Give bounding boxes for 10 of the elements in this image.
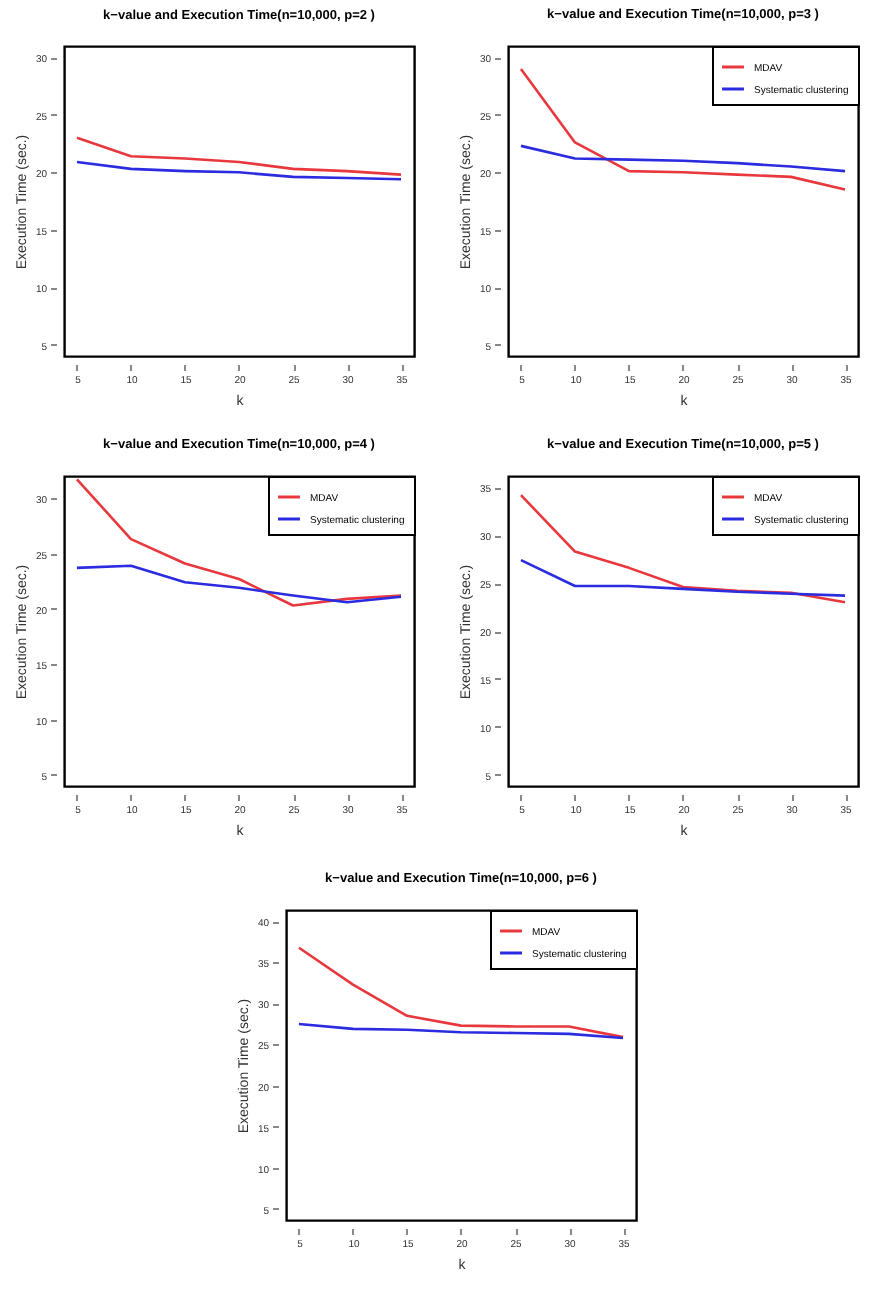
- line-series: [519, 144, 847, 173]
- line-series: [75, 160, 403, 181]
- line-series: [75, 564, 403, 604]
- line-series: [519, 558, 847, 597]
- line-series: [297, 1022, 625, 1040]
- line-series: [519, 67, 847, 191]
- line-series: [75, 136, 403, 176]
- line-series: [297, 946, 625, 1039]
- line-series: [519, 493, 847, 604]
- line-series: [75, 478, 403, 607]
